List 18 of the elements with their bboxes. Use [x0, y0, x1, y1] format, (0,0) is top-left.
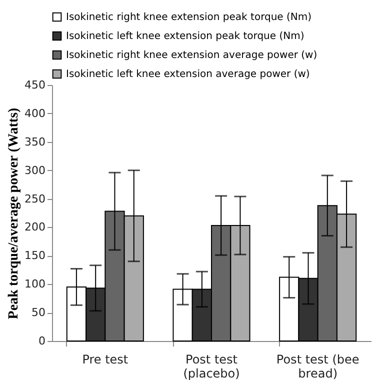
y-tick-label: 400 — [24, 106, 46, 120]
y-tick-label: 300 — [24, 164, 46, 177]
legend-label: Isokinetic left knee extension average power (w) — [66, 69, 310, 80]
legend-label: Isokinetic right knee extension peak torque (Nm) — [66, 12, 312, 23]
y-tick-label: 450 — [24, 78, 46, 92]
y-tick-label: 50 — [32, 306, 46, 320]
legend-label: Isokinetic right knee extension average power (w) — [66, 50, 318, 61]
y-tick-label: 150 — [24, 249, 46, 262]
y-tick-label: 0 — [38, 334, 46, 348]
y-axis-title: Peak torque/average power (Watts) — [6, 107, 22, 320]
y-tick-label: 100 — [24, 278, 46, 291]
y-tick-label: 200 — [24, 220, 46, 234]
x-tick-label: Post test (placebo) — [183, 352, 240, 380]
y-tick-label: 250 — [24, 192, 46, 206]
x-tick-label: Post test (bee bread) — [276, 352, 360, 380]
legend-label: Isokinetic left knee extension peak torque (Nm) — [66, 31, 304, 42]
y-tick-label: 350 — [24, 135, 46, 148]
x-tick-label: Pre test — [82, 352, 128, 366]
